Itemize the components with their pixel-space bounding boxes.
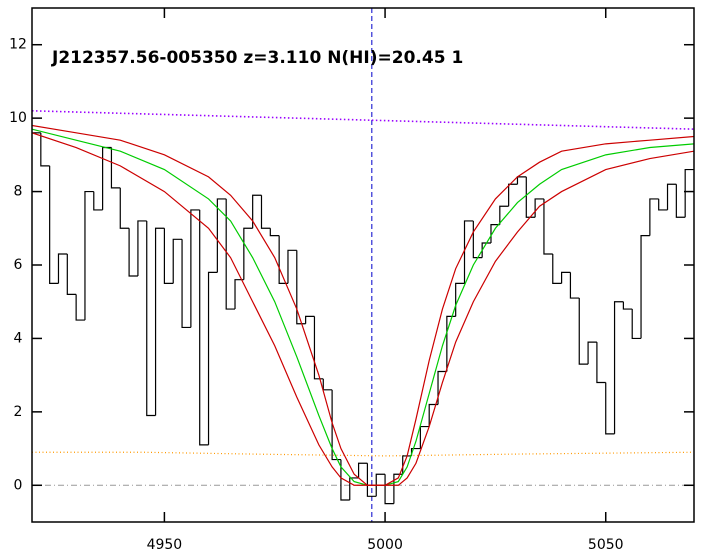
flux-step [225,198,236,310]
flux-step [349,477,359,500]
flux-step [163,228,174,284]
flux-step [154,227,165,416]
flux-step [499,205,509,225]
flux-step [66,253,77,295]
y-tick-label: 10 [9,110,27,126]
flux-step [543,198,553,255]
flux-step [190,209,200,328]
flux-step [552,253,562,284]
flux-step [119,187,130,229]
flux-step [649,198,659,236]
frame [31,7,695,523]
flux-step [313,316,324,380]
y-tick-label: 12 [9,37,27,53]
flux-step [199,209,209,446]
flux-step [569,272,580,299]
y-tick-label: 0 [14,477,23,493]
plot-area [32,8,694,522]
flux-step [57,253,68,284]
flux-step [640,235,650,339]
flux-step [146,220,156,417]
model-line [32,128,694,486]
x-tick-label: 5000 [367,537,403,553]
flux-step [102,146,112,210]
flux-step [181,239,191,329]
flux-step [305,315,315,324]
flux-step [243,227,253,280]
flux-step [322,378,333,391]
x-tick-label: 5050 [588,537,624,553]
flux-step [684,168,694,218]
flux-step [340,459,350,501]
flux-step [252,194,262,229]
flux-step [666,183,677,210]
y-tick-label: 6 [14,257,23,273]
annotation: J212357.56-005350 z=3.110 N(HI)=20.45 1 [51,48,463,68]
flux-step [622,301,633,310]
flux-step [525,176,536,218]
flux-step [613,301,624,434]
flux-step [260,195,271,229]
flux-step [128,228,138,277]
y-tick-label: 8 [14,184,23,200]
flux-step [287,249,297,284]
flux-step [75,294,85,321]
flux-step [675,184,686,218]
flux-step [428,403,439,427]
flux-step [93,191,103,211]
flux-step [172,238,183,284]
flux-step [234,279,244,310]
flux-step [357,462,368,478]
flux-step [508,183,518,207]
flux-step [393,473,403,504]
flux-step [216,198,227,273]
flux-step [658,198,668,211]
flux-step [516,176,527,185]
flux-step [446,315,456,372]
model-line [32,124,694,486]
continuum-line [32,110,694,130]
y-tick-label: 2 [14,404,23,420]
flux-step [375,473,386,497]
flux-step [384,474,394,505]
y-tick-label: 4 [14,330,23,346]
flux-step [207,271,218,445]
flux-step [40,132,50,167]
flux-step [110,147,121,189]
x-tick-label: 4950 [147,537,183,553]
flux-step [534,198,544,218]
flux-step [278,235,288,284]
flux-step [296,250,306,325]
flux-step [137,220,147,277]
error-line [32,451,694,457]
flux-step [605,382,615,435]
flux-step [578,298,589,365]
flux-step [631,309,642,340]
model-line [32,132,694,486]
flux-step [366,463,377,497]
flux-step [463,220,474,284]
flux-step [561,271,571,284]
flux-step [331,389,341,461]
flux-step [596,342,606,384]
flux-step [269,228,280,237]
flux-step [437,370,447,405]
flux-step [587,341,597,365]
flux-step [490,224,500,243]
flux-step [49,165,59,284]
flux-step [481,242,491,258]
flux-step [84,190,94,321]
